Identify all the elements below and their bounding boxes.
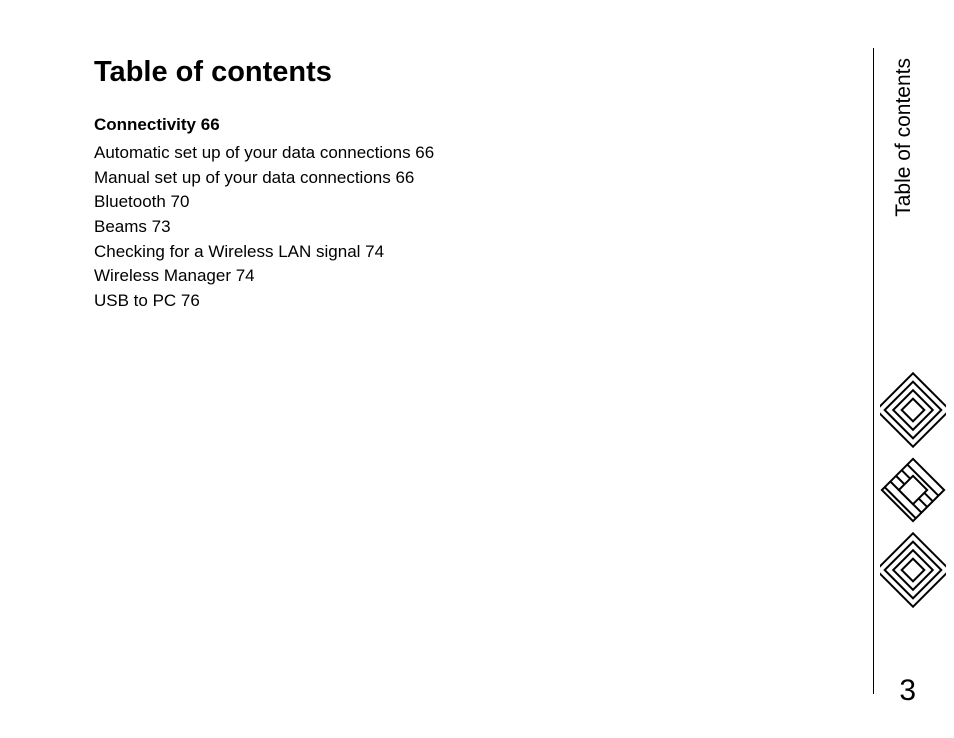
side-label: Table of contents xyxy=(892,58,916,217)
toc-entry: Beams 73 xyxy=(94,215,474,240)
toc-entry: Automatic set up of your data connection… xyxy=(94,141,474,166)
toc-entry: Manual set up of your data connections 6… xyxy=(94,166,474,191)
side-rule xyxy=(873,48,874,694)
page: Table of contents Connectivity 66 Automa… xyxy=(0,0,954,738)
page-title: Table of contents xyxy=(94,56,474,89)
toc-entry: Checking for a Wireless LAN signal 74 xyxy=(94,240,474,265)
decorative-ornament xyxy=(880,370,946,610)
toc-entry: Wireless Manager 74 xyxy=(94,264,474,289)
main-content: Table of contents Connectivity 66 Automa… xyxy=(94,56,474,313)
toc-entry: Bluetooth 70 xyxy=(94,190,474,215)
page-number: 3 xyxy=(899,674,916,708)
toc-entry: USB to PC 76 xyxy=(94,289,474,314)
section-heading: Connectivity 66 xyxy=(94,115,474,135)
toc-entries: Automatic set up of your data connection… xyxy=(94,141,474,313)
